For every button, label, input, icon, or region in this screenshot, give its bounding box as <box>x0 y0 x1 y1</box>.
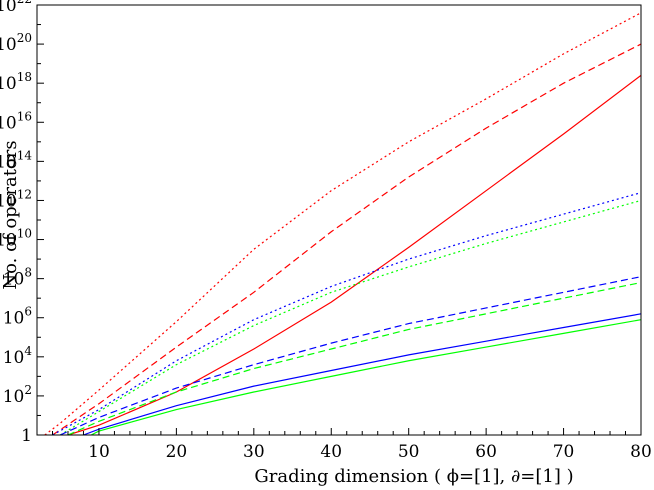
y-tick-label: 108 <box>3 266 32 290</box>
x-axis-title: Grading dimension ( ϕ=[1], ∂=[1] ) <box>254 466 573 487</box>
series-line-5 <box>59 199 642 436</box>
y-tick-label: 106 <box>3 305 32 329</box>
y-axis-title: No. of operators <box>0 140 21 289</box>
x-tick-label-40: 40 <box>320 442 342 462</box>
x-tick-label-60: 60 <box>475 442 497 462</box>
series-line-8 <box>83 313 642 436</box>
series-line-1 <box>44 12 642 436</box>
x-tick-label-70: 70 <box>553 442 575 462</box>
y-tick-label: 104 <box>3 344 33 368</box>
series-layer <box>44 12 642 436</box>
plot-frame <box>36 4 642 436</box>
series-line-6 <box>59 276 642 436</box>
y-tick-label: 1022 <box>0 0 32 16</box>
y-tick-label: 1014 <box>0 148 32 172</box>
y-tick-label: 1018 <box>0 70 32 94</box>
y-tick-label: 1016 <box>0 109 32 133</box>
x-tick-label-50: 50 <box>398 442 420 462</box>
x-tick-label-80: 80 <box>630 442 652 462</box>
series-line-2 <box>52 43 642 436</box>
series-line-9 <box>90 319 642 436</box>
tick-layer: 10 20 30 40 50 60 70 80110210410610810101012101… <box>0 0 652 462</box>
y-tick-label: 1012 <box>0 187 32 211</box>
y-tick-label: 1 <box>21 426 32 446</box>
series-line-3 <box>67 74 642 436</box>
x-tick-label-20: 20 <box>166 442 188 462</box>
y-tick-label: 1010 <box>0 227 32 251</box>
y-tick-label: 1020 <box>0 31 32 55</box>
y-tick-label: 102 <box>3 383 32 407</box>
series-line-7 <box>67 281 642 436</box>
x-tick-label-10: 10 <box>88 442 110 462</box>
series-line-4 <box>52 192 642 436</box>
x-tick-label-30: 30 <box>243 442 265 462</box>
